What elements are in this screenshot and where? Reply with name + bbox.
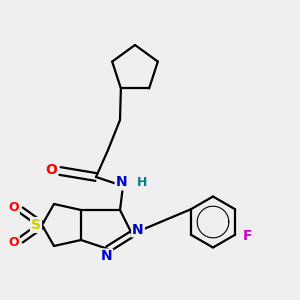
Text: S: S (31, 218, 41, 232)
Text: F: F (242, 229, 252, 243)
Text: N: N (101, 250, 112, 263)
Text: O: O (8, 201, 19, 214)
Text: H: H (137, 176, 148, 189)
Text: N: N (132, 223, 144, 236)
Text: O: O (8, 236, 19, 249)
Text: O: O (45, 163, 57, 176)
Text: N: N (116, 176, 127, 189)
